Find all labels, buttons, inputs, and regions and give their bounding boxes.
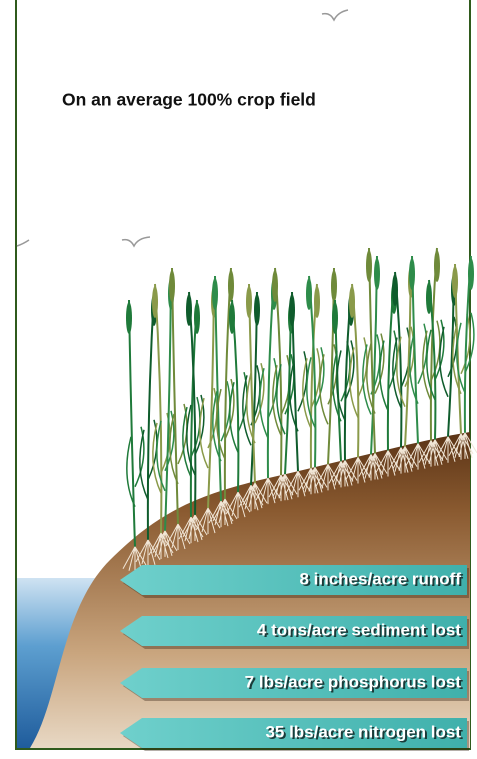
crop-head (332, 302, 338, 334)
loss-label: 35 lbs/acre nitrogen lost (265, 722, 461, 741)
crop-head (229, 302, 235, 334)
crop-head (152, 286, 158, 318)
crop-stalk (215, 276, 221, 501)
crop-stalk (165, 276, 171, 531)
crop-head (409, 258, 415, 290)
crop-head (366, 250, 372, 282)
crop-head (254, 294, 260, 326)
crop-head (289, 294, 295, 326)
bird (322, 10, 348, 20)
loss-label: 8 inches/acre runoff (299, 569, 461, 588)
crop-head (169, 270, 175, 302)
crop-stalk (129, 300, 135, 547)
title: On an average 100% crop field (62, 90, 316, 110)
birds (17, 10, 348, 246)
crop-head (452, 266, 458, 298)
crop-stalk (172, 268, 178, 524)
crop-head (392, 274, 398, 306)
crop-head (426, 282, 432, 314)
crop-head (374, 258, 380, 290)
loss-label: 7 lbs/acre phosphorus lost (245, 672, 462, 691)
infographic: On an average 100% crop field 8 inches/a… (0, 0, 477, 759)
crop-head (314, 286, 320, 318)
crop-head (349, 286, 355, 318)
bird (17, 240, 29, 246)
bird (122, 237, 150, 246)
crop-head (126, 302, 132, 334)
crop-head (228, 270, 234, 302)
crop-head (434, 250, 440, 282)
crop-stalk (148, 292, 154, 540)
crop-head (468, 258, 474, 290)
crop-head (306, 278, 312, 310)
crop-stalk (208, 284, 214, 508)
crop-head (272, 270, 278, 302)
crop-head (212, 278, 218, 310)
crop-head (246, 286, 252, 318)
loss-label: 4 tons/acre sediment lost (257, 620, 461, 639)
crop-head (186, 294, 192, 326)
crop-head (331, 270, 337, 302)
crop-head (194, 302, 200, 334)
